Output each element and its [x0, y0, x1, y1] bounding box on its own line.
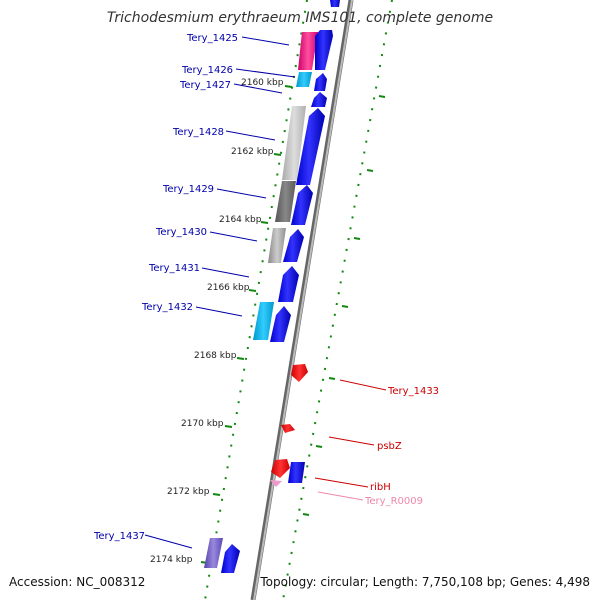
label-psbz[interactable]: psbZ [377, 441, 402, 452]
scale-label-2160: 2160 kbp [241, 78, 284, 88]
label-tery-r0009[interactable]: Tery_R0009 [364, 496, 423, 507]
label-tery-1437[interactable]: Tery_1437 [93, 531, 145, 542]
gene-arrow-tery-1428 [296, 108, 325, 185]
label-tery-1426[interactable]: Tery_1426 [181, 65, 233, 76]
gene-arrow-tery-r0009 [270, 480, 282, 487]
feature-box-tery-1437 [204, 538, 223, 568]
label-tery-1427[interactable]: Tery_1427 [179, 80, 231, 91]
label-ribh[interactable]: ribH [370, 482, 391, 493]
gene-arrow-tery-1433 [291, 364, 308, 382]
label-tery-1429[interactable]: Tery_1429 [162, 184, 214, 195]
map-title: Trichodesmium erythraeum IMS101, complet… [107, 10, 493, 26]
scale-label-2162: 2162 kbp [231, 147, 274, 157]
gene-arrow-tery-1426 [314, 73, 327, 91]
gene-arrow-tery-1432 [270, 306, 291, 342]
label-tery-1433[interactable]: Tery_1433 [387, 386, 439, 397]
scale-label-2170: 2170 kbp [181, 419, 224, 429]
genome-summary-text: Topology: circular; Length: 7,750,108 bp… [259, 575, 590, 589]
feature-box-tery-1425 [298, 32, 318, 70]
gene-arrow-tery-1431 [278, 266, 299, 302]
label-tery-1428[interactable]: Tery_1428 [172, 127, 224, 138]
label-tery-1432[interactable]: Tery_1432 [141, 302, 193, 313]
gene-arrow-psbz [281, 424, 295, 433]
left-tick-track [204, 0, 308, 600]
feature-box-tery-1426 [296, 72, 312, 87]
label-tery-1430[interactable]: Tery_1430 [155, 227, 207, 238]
leader-lines [144, 36, 387, 549]
gene-box-ribh-strand [288, 462, 305, 483]
feature-box-tery-1428 [282, 106, 306, 180]
cog-track [204, 32, 318, 568]
label-tery-1431[interactable]: Tery_1431 [148, 263, 200, 274]
scale-label-2166: 2166 kbp [207, 283, 250, 293]
gene-arrows [221, 0, 340, 573]
gene-arrow-tery-1430 [283, 229, 304, 262]
gene-arrow-tery-1429 [291, 185, 313, 225]
gene-arrow-tery-1427 [311, 92, 327, 107]
scale-label-2174: 2174 kbp [150, 555, 193, 565]
accession-text: Accession: NC_008312 [9, 575, 145, 589]
feature-box-tery-1430 [268, 228, 286, 263]
feature-box-tery-1429 [275, 181, 296, 222]
scale-label-2168: 2168 kbp [194, 351, 237, 361]
genome-backbone-highlight [253, 0, 353, 600]
label-tery-1425[interactable]: Tery_1425 [186, 33, 238, 44]
scale-label-2164: 2164 kbp [219, 215, 262, 225]
gene-arrow-tery-1425 [315, 30, 333, 70]
gene-arrow-tery-1437 [221, 544, 240, 573]
gene-arrow-top [330, 0, 340, 7]
feature-box-tery-1432 [253, 302, 274, 340]
scale-label-2172: 2172 kbp [167, 487, 210, 497]
gene-arrow-ribh [271, 459, 290, 478]
